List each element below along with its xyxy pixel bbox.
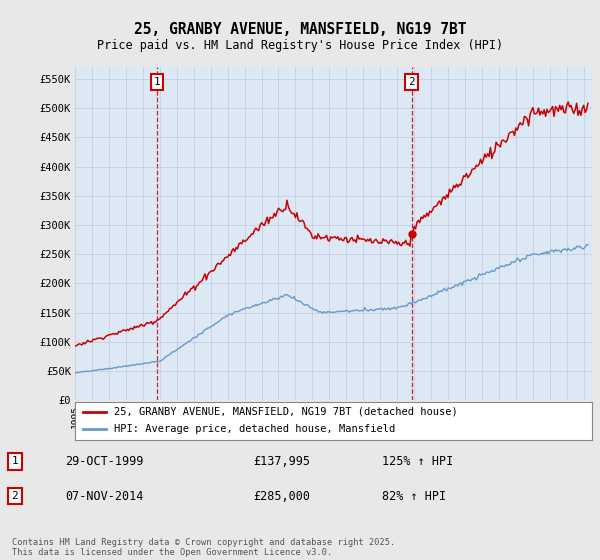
Text: £285,000: £285,000 [253,489,310,503]
Text: 1: 1 [154,77,160,87]
Text: 125% ↑ HPI: 125% ↑ HPI [382,455,454,468]
Text: £137,995: £137,995 [253,455,310,468]
Text: 2: 2 [408,77,415,87]
Text: 29-OCT-1999: 29-OCT-1999 [65,455,143,468]
Text: 82% ↑ HPI: 82% ↑ HPI [382,489,446,503]
Text: Contains HM Land Registry data © Crown copyright and database right 2025.
This d: Contains HM Land Registry data © Crown c… [12,538,395,557]
Text: 25, GRANBY AVENUE, MANSFIELD, NG19 7BT (detached house): 25, GRANBY AVENUE, MANSFIELD, NG19 7BT (… [114,407,458,417]
Text: 1: 1 [11,456,18,466]
Text: 25, GRANBY AVENUE, MANSFIELD, NG19 7BT: 25, GRANBY AVENUE, MANSFIELD, NG19 7BT [134,22,466,38]
Text: 2: 2 [11,491,18,501]
Text: Price paid vs. HM Land Registry's House Price Index (HPI): Price paid vs. HM Land Registry's House … [97,39,503,52]
Text: 07-NOV-2014: 07-NOV-2014 [65,489,143,503]
Text: HPI: Average price, detached house, Mansfield: HPI: Average price, detached house, Mans… [114,424,395,435]
